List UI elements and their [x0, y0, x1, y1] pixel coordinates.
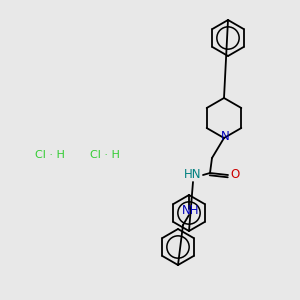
Text: N: N — [220, 130, 230, 143]
Text: O: O — [230, 169, 240, 182]
Text: Cl · H: Cl · H — [35, 150, 65, 160]
Text: HN: HN — [184, 169, 202, 182]
Text: NH: NH — [182, 203, 200, 217]
Text: Cl · H: Cl · H — [90, 150, 120, 160]
